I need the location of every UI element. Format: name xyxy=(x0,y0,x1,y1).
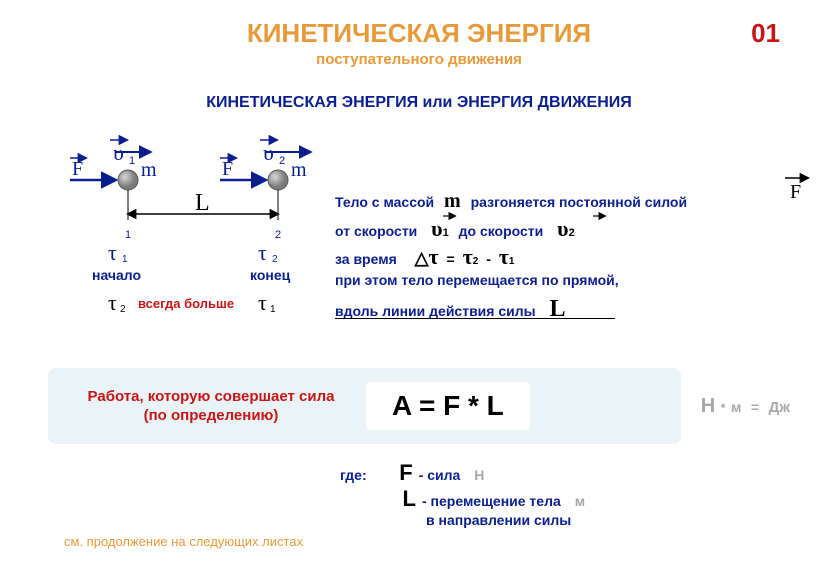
underline xyxy=(335,318,615,319)
u1-inline-sub: 1 xyxy=(443,227,449,239)
tau1b-sub: 1 xyxy=(270,304,276,315)
mass-ball-1 xyxy=(118,170,138,190)
minus-sign: - xyxy=(486,251,491,267)
tau2-eq-sub: 2 xyxy=(473,256,479,267)
where-block: где: F - сила Н L - перемещение тела м в… xyxy=(340,460,838,528)
m-inline: m xyxy=(444,190,461,212)
formula-caption-2: (по определению) xyxy=(144,407,279,424)
pos1-label: 1 xyxy=(125,229,131,241)
line1a: Тело с массой xyxy=(335,194,434,210)
physics-diagram: υ 1 F m υ 2 F m L 1 2 τ 1 τ 2 xyxy=(0,120,340,350)
subtitle: поступательного движения xyxy=(0,51,838,68)
slide-number: 01 xyxy=(751,18,780,49)
mass-ball-2 xyxy=(268,170,288,190)
upsilon2-sub: 2 xyxy=(279,155,285,167)
upsilon2-symbol: υ xyxy=(263,140,274,165)
delta-icon: △ xyxy=(415,248,429,268)
tau1b: τ xyxy=(258,290,267,315)
tau2: τ xyxy=(258,240,267,265)
tau2-sub: 2 xyxy=(272,254,278,265)
F2-symbol: F xyxy=(222,158,233,180)
pos2-label: 2 xyxy=(275,229,281,241)
tau-d: τ xyxy=(428,244,438,269)
formula-caption-1: Работа, которую совершает сила xyxy=(88,388,335,405)
where-F-unit: Н xyxy=(474,467,484,483)
main-title: КИНЕТИЧЕСКАЯ ЭНЕРГИЯ xyxy=(247,18,591,48)
footer-note: см. продолжение на следующих листах xyxy=(64,534,303,549)
formula-equation: A = F * L xyxy=(366,382,530,430)
section-title: КИНЕТИЧЕСКАЯ ЭНЕРГИЯ или ЭНЕРГИЯ ДВИЖЕНИ… xyxy=(0,94,838,112)
where-L-unit: м xyxy=(575,493,585,509)
unit-J: Дж xyxy=(769,399,790,416)
tau2b: τ xyxy=(108,290,117,315)
tau1-sub: 1 xyxy=(122,254,128,265)
line1: Тело с массой m разгоняется постоянной с… xyxy=(335,190,687,213)
F-right-arrow-icon: F xyxy=(780,172,820,202)
diagram-area: υ 1 F m υ 2 F m L 1 2 τ 1 τ 2 xyxy=(0,120,838,350)
header: КИНЕТИЧЕСКАЯ ЭНЕРГИЯ 01 xyxy=(0,0,838,49)
u2-inline: υ xyxy=(557,216,568,241)
unit-m: м xyxy=(731,399,741,415)
u2-over-icon xyxy=(591,210,609,222)
line3a: за время xyxy=(335,251,397,267)
m1-label: m xyxy=(141,159,157,181)
F-right: F xyxy=(790,181,801,202)
u1-over-icon xyxy=(441,210,459,222)
line1b: разгоняется постоянной силой xyxy=(471,194,687,210)
tau1-eq-sub: 1 xyxy=(509,256,515,267)
u2-inline-sub: 2 xyxy=(569,227,575,239)
line3: за время △τ = τ2 - τ1 xyxy=(335,244,514,270)
L-label: L xyxy=(195,190,210,216)
tau2-eq: τ xyxy=(463,244,473,269)
end-label: конец xyxy=(250,267,291,283)
where-label: где: xyxy=(340,467,367,483)
where-L-desc1: - перемещение тела xyxy=(422,493,561,509)
formula-row: Работа, которую совершает сила (по опред… xyxy=(48,368,790,444)
m2-label: m xyxy=(291,159,307,181)
line4: при этом тело перемещается по прямой, xyxy=(335,272,619,288)
units: Н * м = Дж xyxy=(701,395,790,418)
tau2b-sub: 2 xyxy=(120,304,126,315)
start-label: начало xyxy=(92,267,141,283)
eq-sign: = xyxy=(447,251,455,267)
line5a: вдоль линии действия силы xyxy=(335,303,536,319)
line2b: до скорости xyxy=(459,223,544,239)
where-L-desc2: в направлении силы xyxy=(426,512,571,528)
formula-box: Работа, которую совершает сила (по опред… xyxy=(48,368,681,444)
unit-eq: = xyxy=(751,399,759,415)
upsilon1-sub: 1 xyxy=(129,155,135,167)
where-F-desc: - сила xyxy=(419,467,461,483)
always-greater: всегда больше xyxy=(138,296,234,311)
line2a: от скорости xyxy=(335,223,417,239)
unit-star: * xyxy=(721,401,726,415)
F1-symbol: F xyxy=(72,158,83,180)
unit-N: Н xyxy=(701,395,715,417)
where-L: L xyxy=(390,486,416,512)
formula-caption: Работа, которую совершает сила (по опред… xyxy=(66,387,356,426)
where-F: F xyxy=(387,460,413,486)
tau1-eq: τ xyxy=(499,244,509,269)
upsilon1-symbol: υ xyxy=(113,140,124,165)
tau1: τ xyxy=(108,240,117,265)
